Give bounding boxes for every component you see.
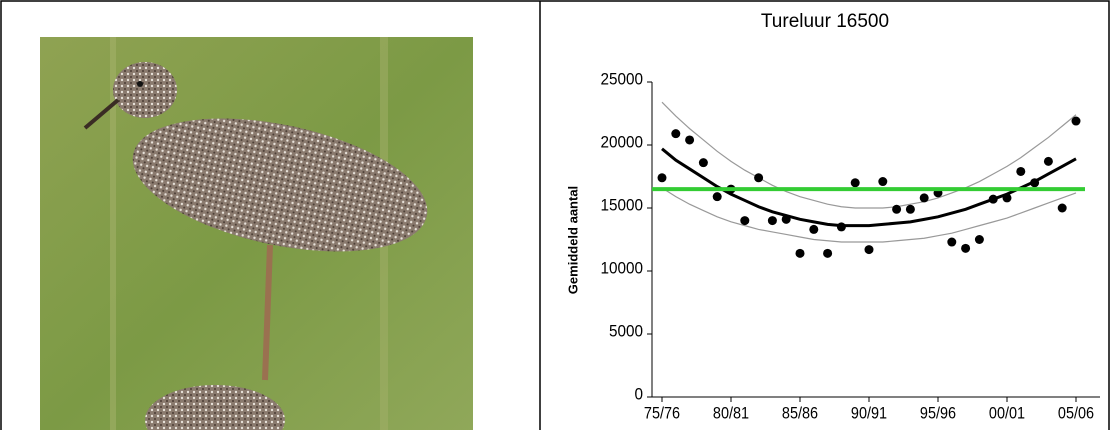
data-point (850, 178, 860, 188)
plot: 0 5000 10000 15000 20000 25000 75/76 80/81 85/86… (600, 70, 1094, 423)
y-tick-label: 20000 (600, 133, 643, 152)
x-tick-label: 90/91 (851, 404, 887, 422)
data-point (836, 222, 846, 232)
data-point (754, 173, 764, 183)
y-tick-label: 5000 (609, 322, 643, 341)
data-point (1057, 203, 1067, 213)
data-point (698, 158, 708, 168)
x-tick-label: 95/96 (920, 404, 956, 422)
data-point (823, 248, 833, 258)
data-point (1030, 178, 1040, 188)
data-point (781, 214, 791, 224)
data-point (974, 235, 984, 244)
data-point (919, 193, 929, 203)
x-tick-label: 85/86 (782, 404, 818, 422)
data-point (1016, 166, 1026, 176)
bird-photo (40, 37, 473, 435)
data-point (1002, 193, 1012, 203)
data-point (892, 204, 902, 214)
x-tick-label: 00/01 (989, 404, 1025, 422)
data-point (947, 237, 957, 247)
data-point (905, 204, 915, 214)
data-point (767, 216, 777, 226)
data-point (988, 194, 998, 204)
data-point (809, 224, 819, 234)
data-point (657, 173, 667, 183)
line-series (661, 101, 1077, 209)
data-point (1071, 116, 1081, 126)
data-point (671, 129, 681, 139)
y-tick-label: 15000 (600, 196, 643, 215)
data-point (685, 135, 695, 145)
line-series (661, 187, 1077, 243)
data-point (961, 243, 971, 253)
y-tick-label: 0 (634, 385, 643, 404)
y-axis-label: Gemiddeld aantal (565, 186, 580, 294)
y-tick-label: 10000 (600, 259, 643, 278)
data-point (795, 248, 805, 258)
data-point (878, 177, 888, 187)
data-point (864, 245, 874, 255)
data-point (712, 192, 722, 202)
chart-title: Tureluur 16500 (761, 11, 889, 32)
x-tick-label: 05/06 (1058, 404, 1094, 422)
y-tick-label: 25000 (600, 70, 643, 89)
data-point (740, 216, 750, 226)
x-tick-label: 80/81 (713, 404, 749, 422)
x-tick-label: 75/76 (644, 404, 680, 422)
data-point (1043, 156, 1053, 166)
